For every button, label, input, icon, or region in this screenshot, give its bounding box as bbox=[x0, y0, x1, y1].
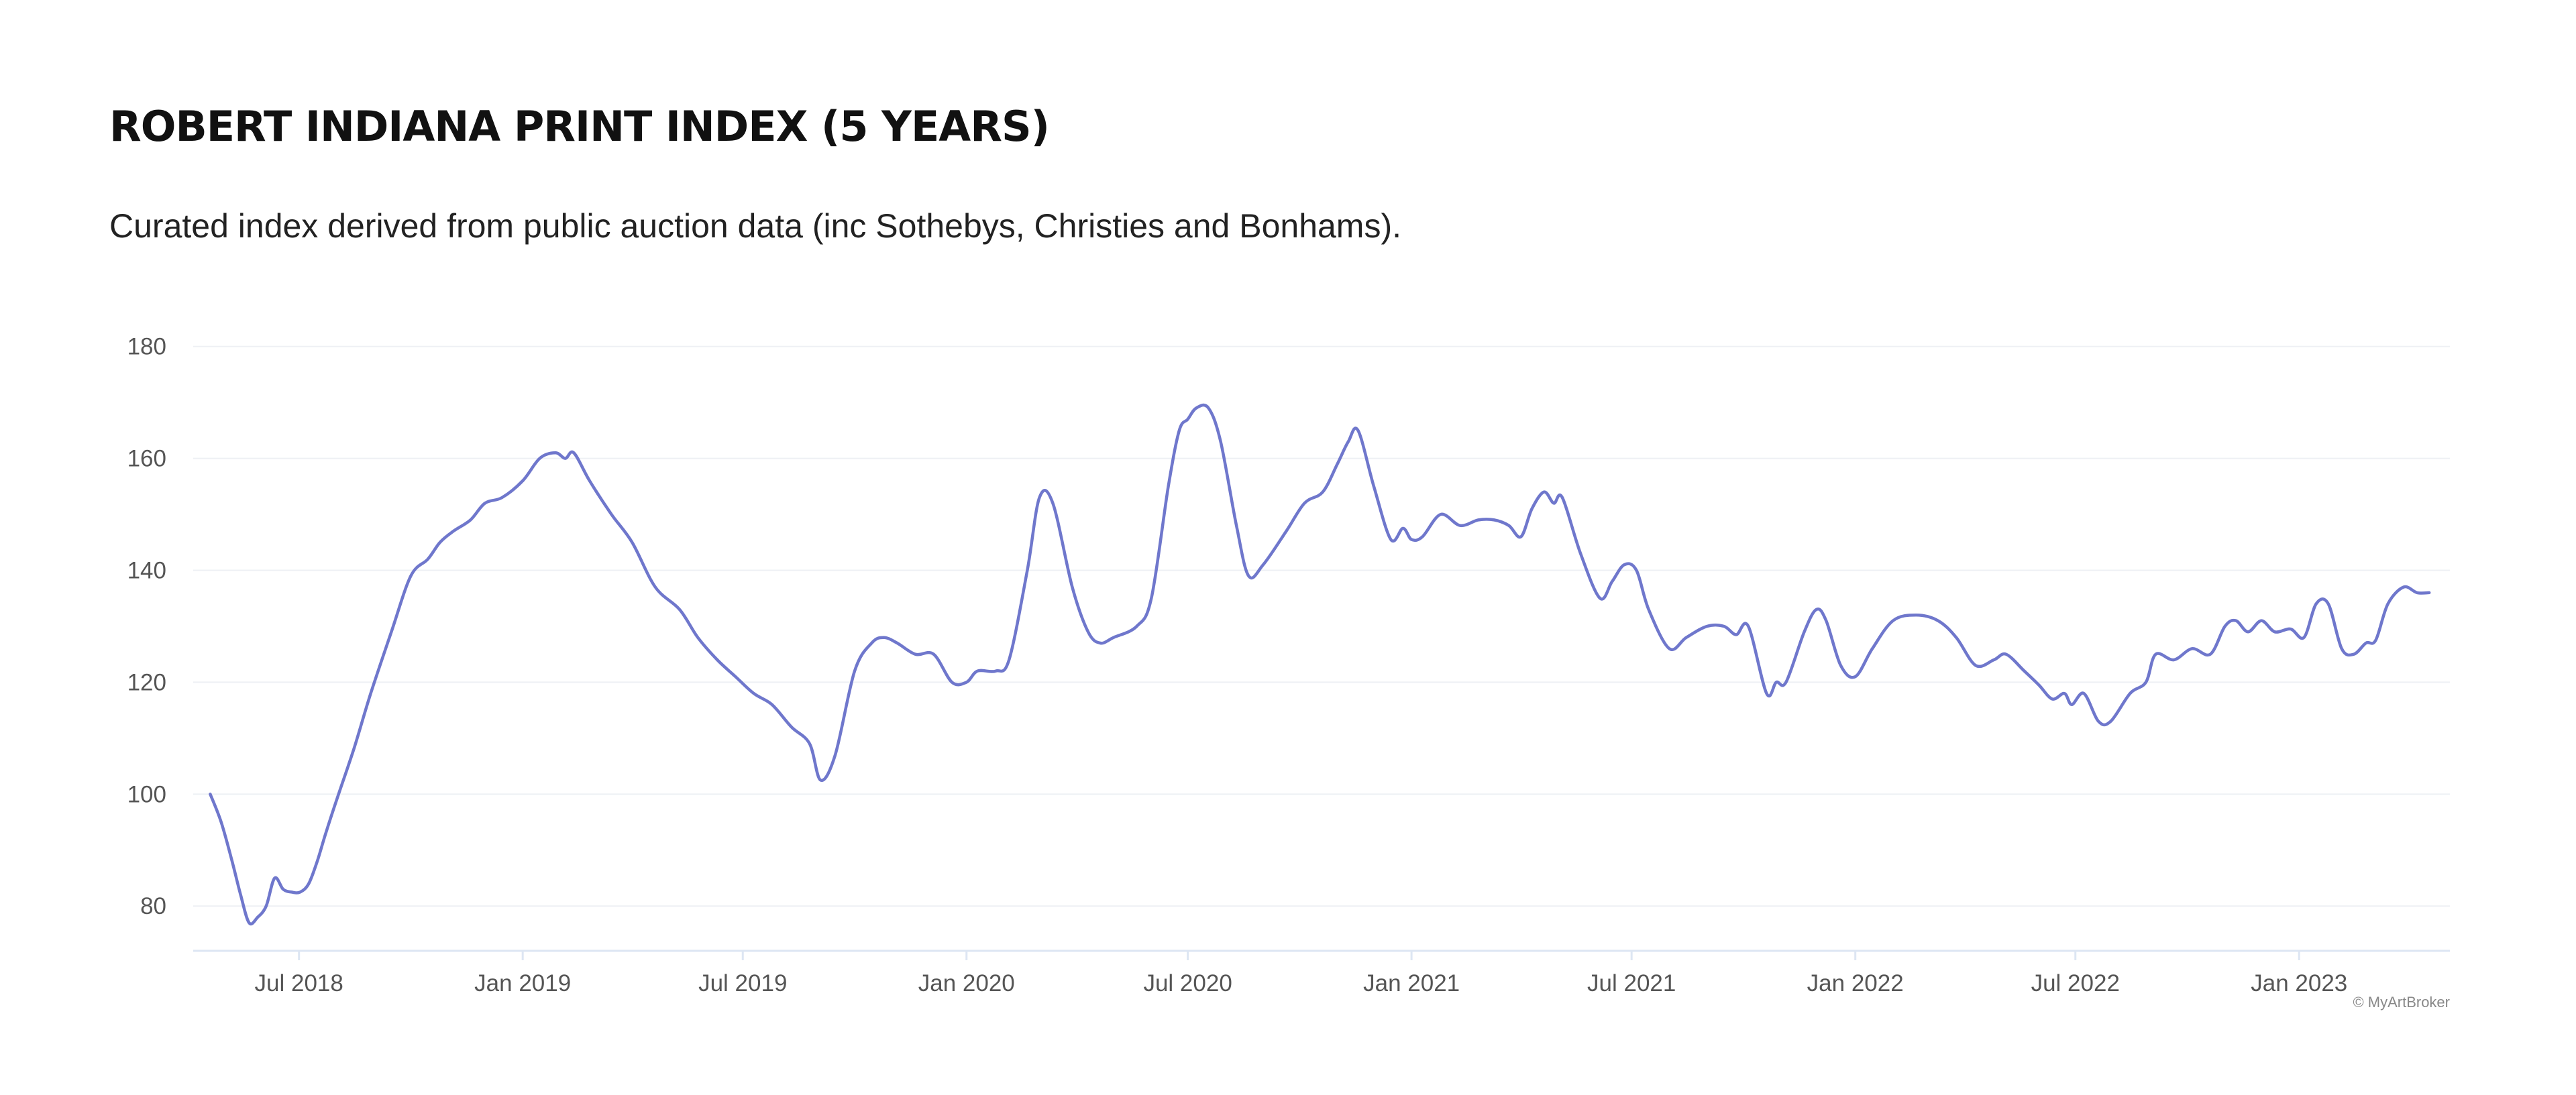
series-line bbox=[209, 403, 2431, 926]
x-tick-label: Jul 2020 bbox=[1143, 970, 1232, 996]
x-tick-label: Jan 2023 bbox=[2251, 970, 2347, 996]
x-tick-label: Jul 2021 bbox=[1587, 970, 1676, 996]
x-tick-label: Jan 2020 bbox=[918, 970, 1015, 996]
y-axis-ticks: 80 100 120 140 160 180 bbox=[127, 334, 166, 920]
x-tick-label: Jul 2022 bbox=[2031, 970, 2120, 996]
y-tick-label: 80 bbox=[140, 893, 166, 919]
y-tick-label: 180 bbox=[127, 334, 166, 360]
y-tick-label: 100 bbox=[127, 781, 166, 807]
chart-subtitle: Curated index derived from public auctio… bbox=[109, 207, 1402, 245]
y-tick-label: 160 bbox=[127, 446, 166, 472]
x-tick-label: Jul 2018 bbox=[255, 970, 343, 996]
x-tick-label: Jan 2019 bbox=[474, 970, 571, 996]
y-tick-label: 140 bbox=[127, 558, 166, 584]
x-tick-label: Jan 2021 bbox=[1363, 970, 1460, 996]
watermark-text: © MyArtBroker bbox=[2353, 994, 2450, 1011]
chart-title: ROBERT INDIANA PRINT INDEX (5 YEARS) bbox=[109, 102, 1050, 151]
x-axis-ticks: Jul 2018 Jan 2019 Jul 2019 Jan 2020 Jul 2020… bbox=[255, 951, 2347, 996]
gridlines bbox=[193, 345, 2450, 907]
y-tick-label: 120 bbox=[127, 669, 166, 695]
x-tick-label: Jul 2019 bbox=[698, 970, 787, 996]
x-tick-label: Jan 2022 bbox=[1807, 970, 1904, 996]
